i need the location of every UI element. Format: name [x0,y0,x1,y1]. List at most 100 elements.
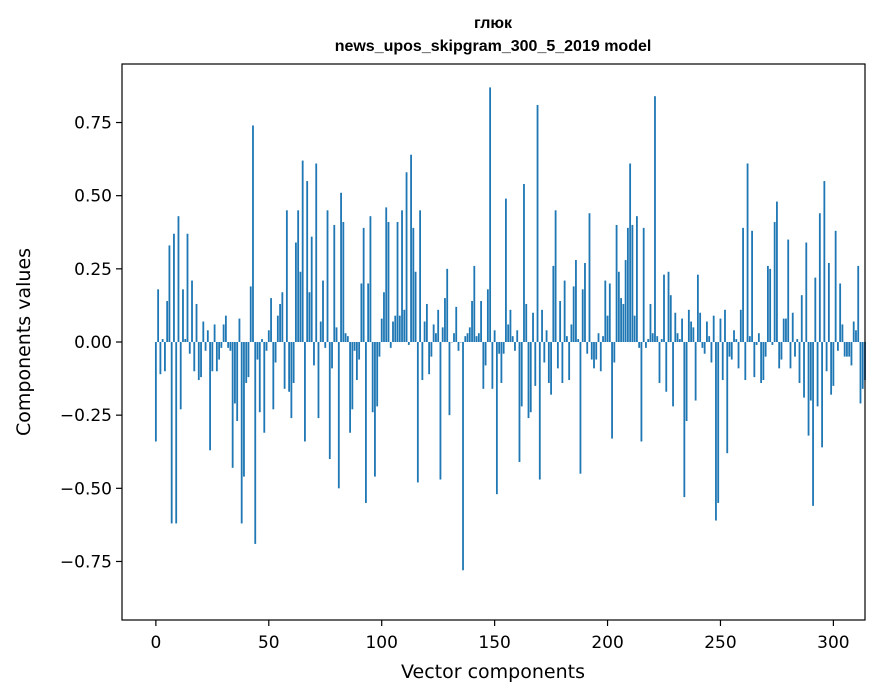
bar-component-305 [844,342,846,357]
bar-component-121 [428,342,430,374]
bar-component-144 [480,301,482,342]
bar-component-309 [853,322,855,342]
bar-component-95 [370,216,372,342]
bar-component-164 [525,304,527,342]
bar-component-7 [171,342,173,523]
bar-component-158 [512,336,514,342]
bar-component-97 [374,342,376,477]
bar-component-134 [458,342,460,351]
bar-component-48 [263,342,265,433]
bar-component-76 [327,210,329,342]
bar-series [155,87,866,570]
bar-component-235 [686,342,688,421]
bar-component-72 [318,342,320,418]
bar-component-61 [293,342,295,383]
bar-component-53 [275,342,277,362]
bar-component-92 [363,228,365,342]
bar-component-259 [740,310,742,342]
bar-component-194 [593,342,595,368]
bar-component-212 [634,316,636,342]
bar-component-246 [711,342,713,362]
bar-component-274 [774,222,776,342]
y-tick-label: 0.25 [74,260,112,280]
bar-component-63 [297,210,299,342]
bar-component-129 [446,269,448,342]
bar-component-102 [385,207,387,342]
bar-component-68 [309,292,311,342]
bar-component-283 [794,342,796,357]
bar-component-122 [430,342,432,357]
bar-component-215 [641,342,643,441]
bar-component-0 [155,342,157,441]
bar-component-71 [315,163,317,342]
bar-component-297 [826,342,828,371]
bar-component-304 [842,324,844,342]
bar-component-182 [566,336,568,342]
bar-component-284 [796,339,798,342]
bar-component-108 [399,316,401,342]
bar-component-31 [225,316,227,342]
bar-component-271 [767,266,769,342]
bar-component-75 [324,342,326,348]
bar-component-227 [668,272,670,342]
bar-component-257 [735,339,737,342]
bar-component-91 [360,283,362,342]
bar-component-162 [521,342,523,406]
bar-component-163 [523,184,525,342]
bar-component-30 [223,324,225,342]
bar-component-289 [808,342,810,436]
bar-component-282 [792,313,794,342]
bar-component-45 [257,342,259,360]
bar-component-98 [376,342,378,406]
bar-component-171 [541,310,543,342]
x-tick-label: 200 [591,633,623,653]
bar-component-11 [180,342,182,409]
bar-component-267 [758,333,760,342]
bar-component-291 [812,342,814,506]
bar-component-166 [530,342,532,412]
bar-component-123 [433,324,435,342]
bar-component-269 [762,342,764,380]
bar-component-302 [837,342,839,351]
bar-component-27 [216,342,218,371]
bar-component-207 [622,304,624,342]
bar-component-109 [401,210,403,342]
bar-component-210 [629,163,631,342]
bar-component-205 [618,272,620,342]
bar-component-195 [595,342,597,360]
bar-component-152 [498,342,500,354]
bar-component-301 [835,231,837,342]
bar-component-21 [202,322,204,342]
bar-component-202 [611,342,613,439]
bar-component-287 [803,342,805,398]
bar-component-148 [489,87,491,342]
bar-component-189 [582,289,584,342]
bar-component-67 [306,181,308,342]
y-tick-label: −0.25 [60,406,112,426]
bar-component-188 [580,342,582,474]
bar-component-136 [462,342,464,570]
bar-component-62 [295,243,297,342]
bar-component-219 [650,304,652,342]
bar-component-192 [589,213,591,342]
bar-component-310 [855,330,857,342]
bar-component-286 [801,295,803,342]
bar-component-83 [342,222,344,342]
bar-component-260 [742,228,744,342]
bar-component-89 [356,342,358,380]
bar-component-140 [471,301,473,342]
bar-component-130 [449,342,451,415]
bar-component-50 [268,330,270,342]
bar-component-165 [528,342,530,418]
bar-component-173 [546,330,548,342]
bar-component-118 [421,342,423,380]
bar-component-99 [379,342,381,357]
bar-component-117 [419,210,421,342]
bar-component-8 [173,234,175,342]
bar-component-288 [805,243,807,342]
bar-component-146 [485,342,487,365]
bar-component-96 [372,342,374,412]
bar-component-15 [189,342,191,354]
bar-component-185 [573,286,575,342]
bar-component-308 [851,342,853,365]
